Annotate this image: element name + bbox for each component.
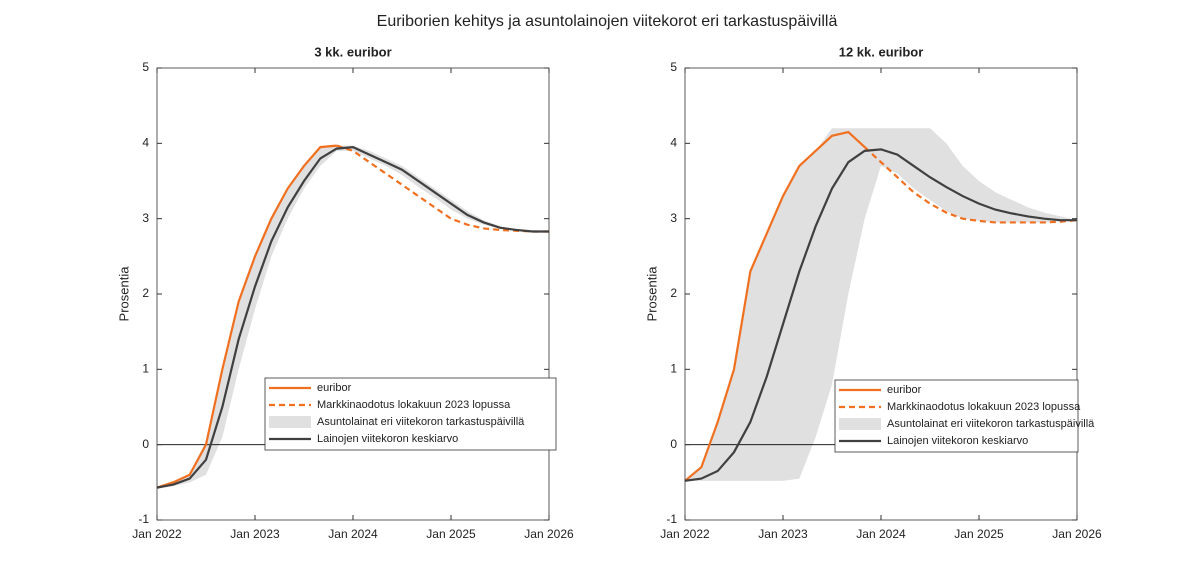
subplot-title: 3 kk. euribor [314,44,391,59]
figure-title: Euriborien kehitys ja asuntolainojen vii… [377,13,838,30]
legend-swatch [839,418,881,430]
line [156,144,337,489]
line [156,145,549,489]
y-tick-label: -1 [666,512,677,526]
legend-box [264,377,557,451]
legend: euribor Markkinaodotus lokakuun 2023 lopu… [264,377,557,451]
x-tick-label: Jan 2025 [954,527,1004,541]
line [684,148,1077,482]
legend-label: Asuntolainat eri viitekoron tarkastuspäi… [317,416,525,428]
legend: euribor Markkinaodotus lokakuun 2023 lopu… [834,379,1095,453]
line [684,130,866,482]
x-tick-label: Jan 2024 [856,527,906,541]
y-axis-label: Prosentia [116,266,131,322]
dashed-line [336,144,549,233]
y-tick-label: 5 [142,60,149,74]
band-area [685,128,1077,481]
y-tick-label: 3 [670,211,677,225]
x-tick-label: Jan 2023 [230,527,280,541]
y-tick-label: -1 [138,512,149,526]
legend-label: Lainojen viitekoron keskiarvo [317,433,458,445]
y-tick-label: 0 [142,437,149,451]
x-tick-label: Jan 2026 [524,527,574,541]
x-tick-label: Jan 2022 [132,527,182,541]
legend-label: euribor [887,384,922,396]
y-tick-label: 0 [670,437,677,451]
legend-label: euribor [317,382,352,394]
x-tick-label: Jan 2024 [328,527,378,541]
legend-swatch [269,416,311,428]
y-tick-label: 4 [142,136,149,150]
axes-frame [156,67,550,521]
y-tick-label: 4 [670,136,677,150]
legend-label: Asuntolainat eri viitekoron tarkastuspäi… [887,418,1095,430]
x-tick-label: Jan 2023 [758,527,808,541]
legend-label: Markkinaodotus lokakuun 2023 lopussa [317,399,511,411]
legend-label: Lainojen viitekoron keskiarvo [887,435,1028,447]
subplot-title: 12 kk. euribor [839,44,924,59]
y-tick-label: 1 [670,362,677,376]
y-axis-label: Prosentia [644,266,659,322]
x-tick-label: Jan 2022 [660,527,710,541]
dashed-line [863,146,1078,224]
x-tick-label: Jan 2025 [426,527,476,541]
legend-label: Markkinaodotus lokakuun 2023 lopussa [887,401,1081,413]
y-tick-label: 3 [142,211,149,225]
y-tick-label: 2 [142,286,149,300]
x-tick-label: Jan 2026 [1052,527,1102,541]
y-tick-label: 2 [670,286,677,300]
y-tick-label: 1 [142,362,149,376]
y-tick-label: 5 [670,60,677,74]
